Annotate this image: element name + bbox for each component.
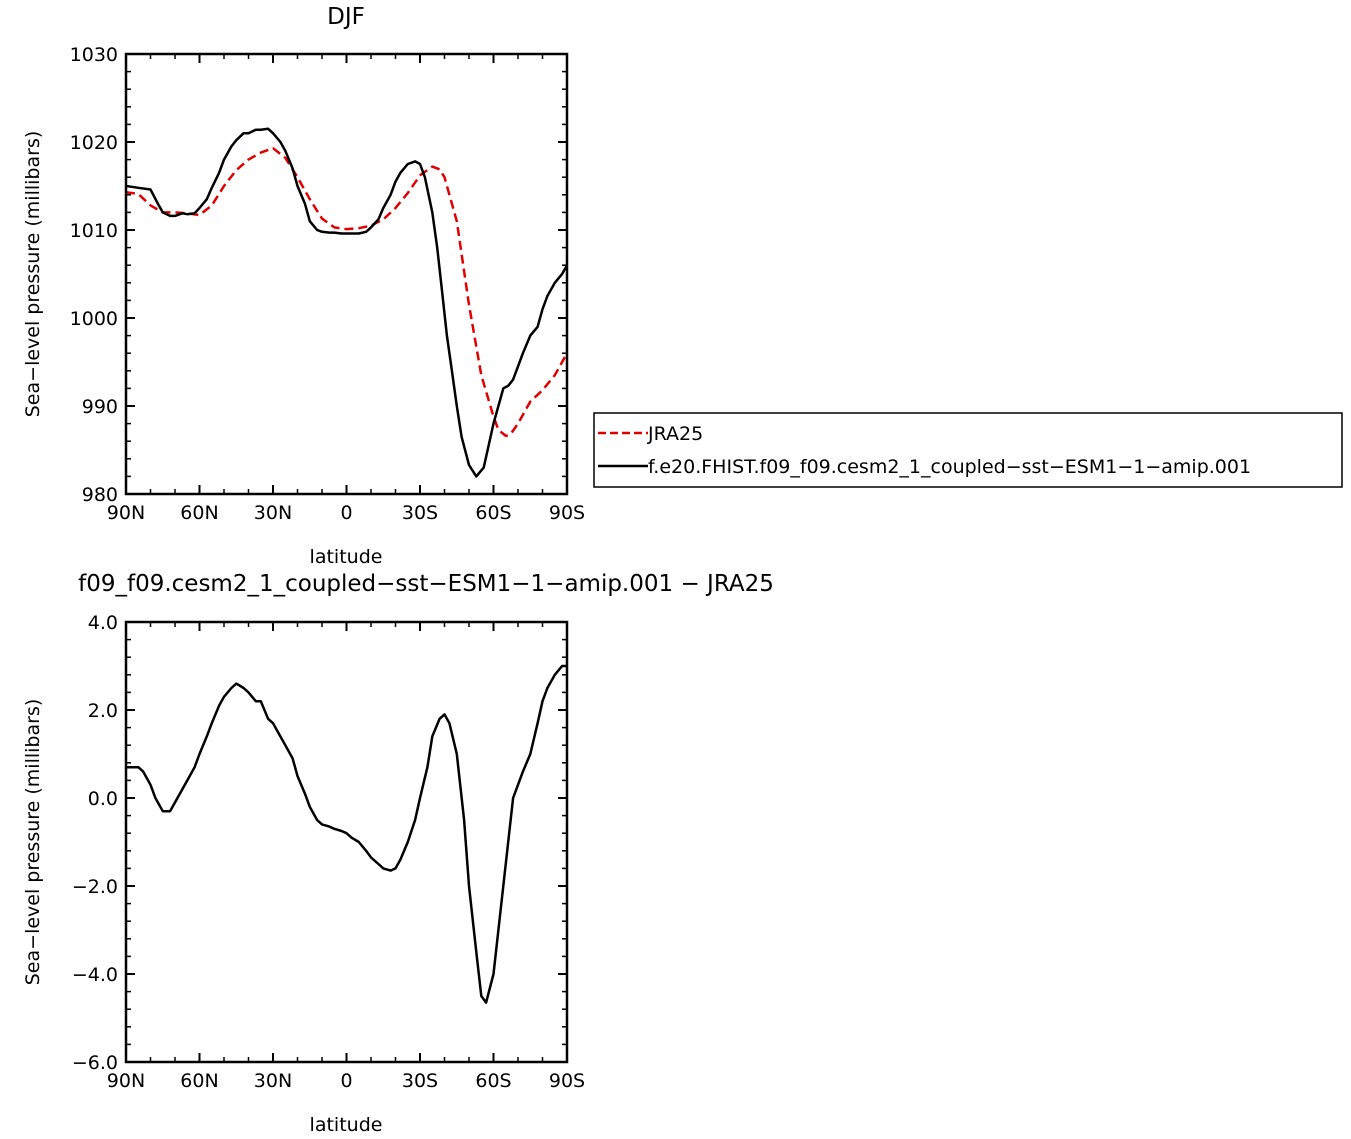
panel-2-title: f09_f09.cesm2_1_coupled−sst−ESM1−1−amip.… — [78, 571, 774, 597]
x-tick-label: 0 — [340, 502, 352, 524]
y-tick-label: 1020 — [70, 132, 118, 154]
panel-2-x-tick-labels: 90N 60N 30N 0 30S 60S 90S — [107, 1070, 585, 1092]
x-tick-label: 90S — [549, 502, 585, 524]
legend-label-jra25: JRA25 — [647, 423, 703, 445]
legend-box — [593, 412, 1343, 488]
panel-2-series — [126, 664, 567, 1004]
x-tick-label: 30N — [254, 1070, 292, 1092]
panel-1-frame — [124, 52, 569, 496]
panel-1-ticks — [125, 53, 568, 495]
panel-2-frame — [124, 620, 569, 1064]
legend: JRA25 f.e20.FHIST.f09_f09.cesm2_1_couple… — [593, 412, 1343, 488]
y-tick-label: −6.0 — [72, 1052, 118, 1074]
panel-1-x-axis-label: latitude — [310, 546, 383, 568]
x-tick-label: 0 — [340, 1070, 352, 1092]
y-tick-label: 1010 — [70, 220, 118, 242]
x-tick-label: 30N — [254, 502, 292, 524]
y-tick-label: 2.0 — [88, 700, 118, 722]
x-tick-label: 30S — [402, 502, 438, 524]
legend-label-model: f.e20.FHIST.f09_f09.cesm2_1_coupled−sst−… — [648, 456, 1251, 478]
panel-1-series — [125, 127, 569, 478]
x-tick-label: 60N — [180, 502, 218, 524]
y-tick-label: 980 — [82, 484, 118, 506]
series-line-jra25 — [125, 146, 569, 438]
panel-2-ticks — [125, 621, 568, 1063]
x-tick-label: 60N — [180, 1070, 218, 1092]
panel-1-title: DJF — [327, 4, 365, 30]
panel-1-y-axis-label: Sea−level pressure (millibars) — [22, 131, 44, 418]
panel-1-x-tick-labels: 90N 60N 30N 0 30S 60S 90S — [107, 502, 585, 524]
x-tick-label: 60S — [475, 1070, 511, 1092]
x-tick-label: 60S — [475, 502, 511, 524]
y-tick-label: −4.0 — [72, 964, 118, 986]
panel-difference: f09_f09.cesm2_1_coupled−sst−ESM1−1−amip.… — [22, 571, 774, 1136]
y-tick-label: 4.0 — [88, 612, 118, 634]
x-tick-label: 90N — [107, 502, 145, 524]
panel-2-y-axis-label: Sea−level pressure (millibars) — [22, 699, 44, 986]
x-tick-label: 90S — [549, 1070, 585, 1092]
y-tick-label: −2.0 — [72, 876, 118, 898]
panel-djf: DJF 90N 60N 30N 0 30S 60S 90S 980 990 1000 1010 10… — [22, 4, 1343, 568]
y-tick-label: 1000 — [70, 308, 118, 330]
series-line-f-e20-fhist-f09-f09-cesm2-1-co — [125, 127, 569, 478]
y-tick-label: 1030 — [70, 44, 118, 66]
x-tick-label: 30S — [402, 1070, 438, 1092]
y-tick-label: 0.0 — [88, 788, 118, 810]
y-tick-label: 990 — [82, 396, 118, 418]
panel-1-y-tick-labels: 980 990 1000 1010 1020 1030 — [70, 44, 118, 506]
series-line-difference-0 — [126, 664, 567, 1004]
x-tick-label: 90N — [107, 1070, 145, 1092]
panel-2-x-axis-label: latitude — [310, 1114, 383, 1136]
panel-2-y-tick-labels: −6.0 −4.0 −2.0 0.0 2.0 4.0 — [72, 612, 118, 1074]
